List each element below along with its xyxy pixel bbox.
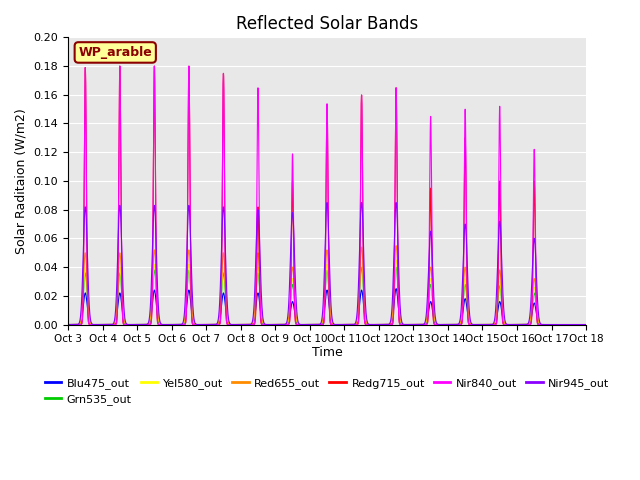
Nir945_out [392, 200, 400, 205]
Redg715_out [582, 322, 590, 327]
Blu475_out [308, 322, 316, 327]
Nir840_out [415, 322, 422, 327]
Nir840_out [116, 63, 124, 69]
Nir840_out [157, 322, 165, 327]
Line: Nir945_out: Nir945_out [68, 203, 586, 324]
Yel580_out [443, 322, 451, 327]
Grn535_out [157, 322, 165, 327]
Legend: Blu475_out, Grn535_out, Yel580_out, Red655_out, Redg715_out, Nir840_out, Nir945_: Blu475_out, Grn535_out, Yel580_out, Red6… [40, 373, 614, 409]
Redg715_out [415, 322, 422, 327]
Redg715_out [64, 322, 72, 327]
Red655_out [443, 322, 451, 327]
Nir840_out [443, 322, 451, 327]
Line: Redg715_out: Redg715_out [68, 66, 586, 324]
Blu475_out [582, 322, 589, 327]
Red655_out [472, 322, 480, 327]
Text: WP_arable: WP_arable [78, 46, 152, 59]
Yel580_out [308, 322, 316, 327]
Nir840_out [570, 322, 578, 327]
Yel580_out [582, 322, 590, 327]
Nir840_out [64, 322, 72, 327]
Grn535_out [415, 322, 422, 327]
Blu475_out [157, 322, 165, 327]
Redg715_out [570, 322, 578, 327]
Redg715_out [582, 322, 589, 327]
Yel580_out [472, 322, 480, 327]
Nir945_out [582, 322, 589, 327]
Red655_out [157, 322, 165, 327]
Nir945_out [472, 322, 480, 327]
Yel580_out [157, 322, 165, 327]
X-axis label: Time: Time [312, 346, 342, 359]
Nir840_out [472, 322, 480, 327]
Red655_out [582, 322, 589, 327]
Nir945_out [64, 322, 72, 327]
Grn535_out [472, 322, 480, 327]
Blu475_out [443, 322, 451, 327]
Nir840_out [582, 322, 590, 327]
Grn535_out [582, 322, 590, 327]
Blu475_out [582, 322, 590, 327]
Red655_out [308, 322, 316, 327]
Nir945_out [308, 322, 316, 327]
Yel580_out [415, 322, 422, 327]
Blu475_out [472, 322, 480, 327]
Yel580_out [392, 257, 400, 263]
Yel580_out [582, 322, 589, 327]
Grn535_out [443, 322, 451, 327]
Title: Reflected Solar Bands: Reflected Solar Bands [236, 15, 418, 33]
Redg715_out [116, 63, 124, 69]
Redg715_out [308, 322, 316, 327]
Redg715_out [472, 322, 480, 327]
Grn535_out [582, 322, 589, 327]
Nir945_out [443, 322, 451, 327]
Line: Yel580_out: Yel580_out [68, 260, 586, 324]
Red655_out [392, 243, 400, 249]
Line: Grn535_out: Grn535_out [68, 267, 586, 324]
Grn535_out [64, 322, 72, 327]
Nir945_out [582, 322, 590, 327]
Nir840_out [582, 322, 589, 327]
Blu475_out [392, 286, 400, 291]
Redg715_out [443, 322, 451, 327]
Blu475_out [64, 322, 72, 327]
Line: Nir840_out: Nir840_out [68, 66, 586, 324]
Grn535_out [308, 322, 316, 327]
Line: Blu475_out: Blu475_out [68, 288, 586, 324]
Y-axis label: Solar Raditaion (W/m2): Solar Raditaion (W/m2) [15, 108, 28, 254]
Nir945_out [157, 321, 165, 327]
Blu475_out [415, 322, 422, 327]
Grn535_out [392, 264, 400, 270]
Redg715_out [157, 322, 165, 327]
Nir945_out [415, 322, 422, 327]
Nir840_out [308, 322, 316, 327]
Line: Red655_out: Red655_out [68, 246, 586, 324]
Red655_out [582, 322, 590, 327]
Red655_out [415, 322, 422, 327]
Red655_out [64, 322, 72, 327]
Yel580_out [64, 322, 72, 327]
